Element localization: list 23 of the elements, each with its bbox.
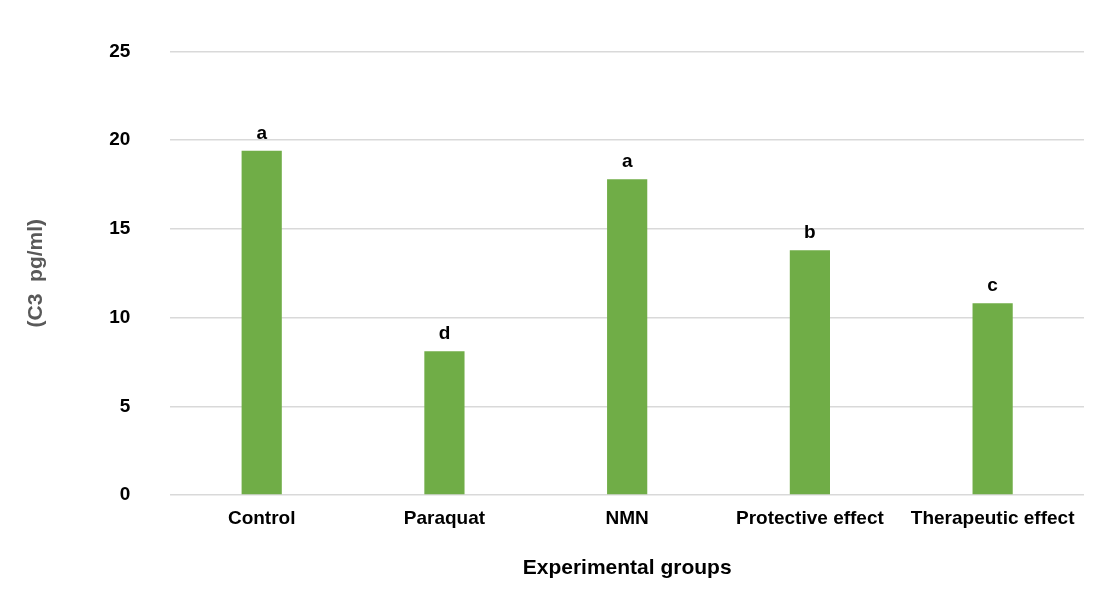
x-tick-label: Paraquat [403, 506, 486, 528]
bar [607, 179, 648, 495]
y-tick-label: 15 [109, 217, 131, 239]
y-tick-label: 25 [109, 39, 131, 61]
x-tick-label: Therapeutic effect [910, 506, 1076, 528]
bar [424, 351, 465, 495]
y-tick-label: 0 [119, 483, 131, 505]
annotation: b [804, 220, 816, 242]
annotation: a [621, 149, 633, 171]
x-tick-label: Control [227, 506, 296, 528]
y-tick-label: 10 [109, 305, 131, 327]
bar [789, 250, 830, 495]
x-tick-label: NMN [605, 506, 649, 528]
bar [241, 150, 282, 495]
x-tick-label: Protective effect [735, 506, 885, 528]
y-axis-title: (C3 pg/ml) [23, 218, 47, 328]
annotation: c [987, 274, 999, 296]
y-tick-label: 20 [109, 128, 131, 150]
x-axis-title: Experimental groups [522, 555, 732, 579]
annotation: a [256, 121, 268, 143]
y-tick-label: 5 [119, 394, 131, 416]
bar [972, 303, 1013, 495]
annotation: d [438, 322, 451, 344]
